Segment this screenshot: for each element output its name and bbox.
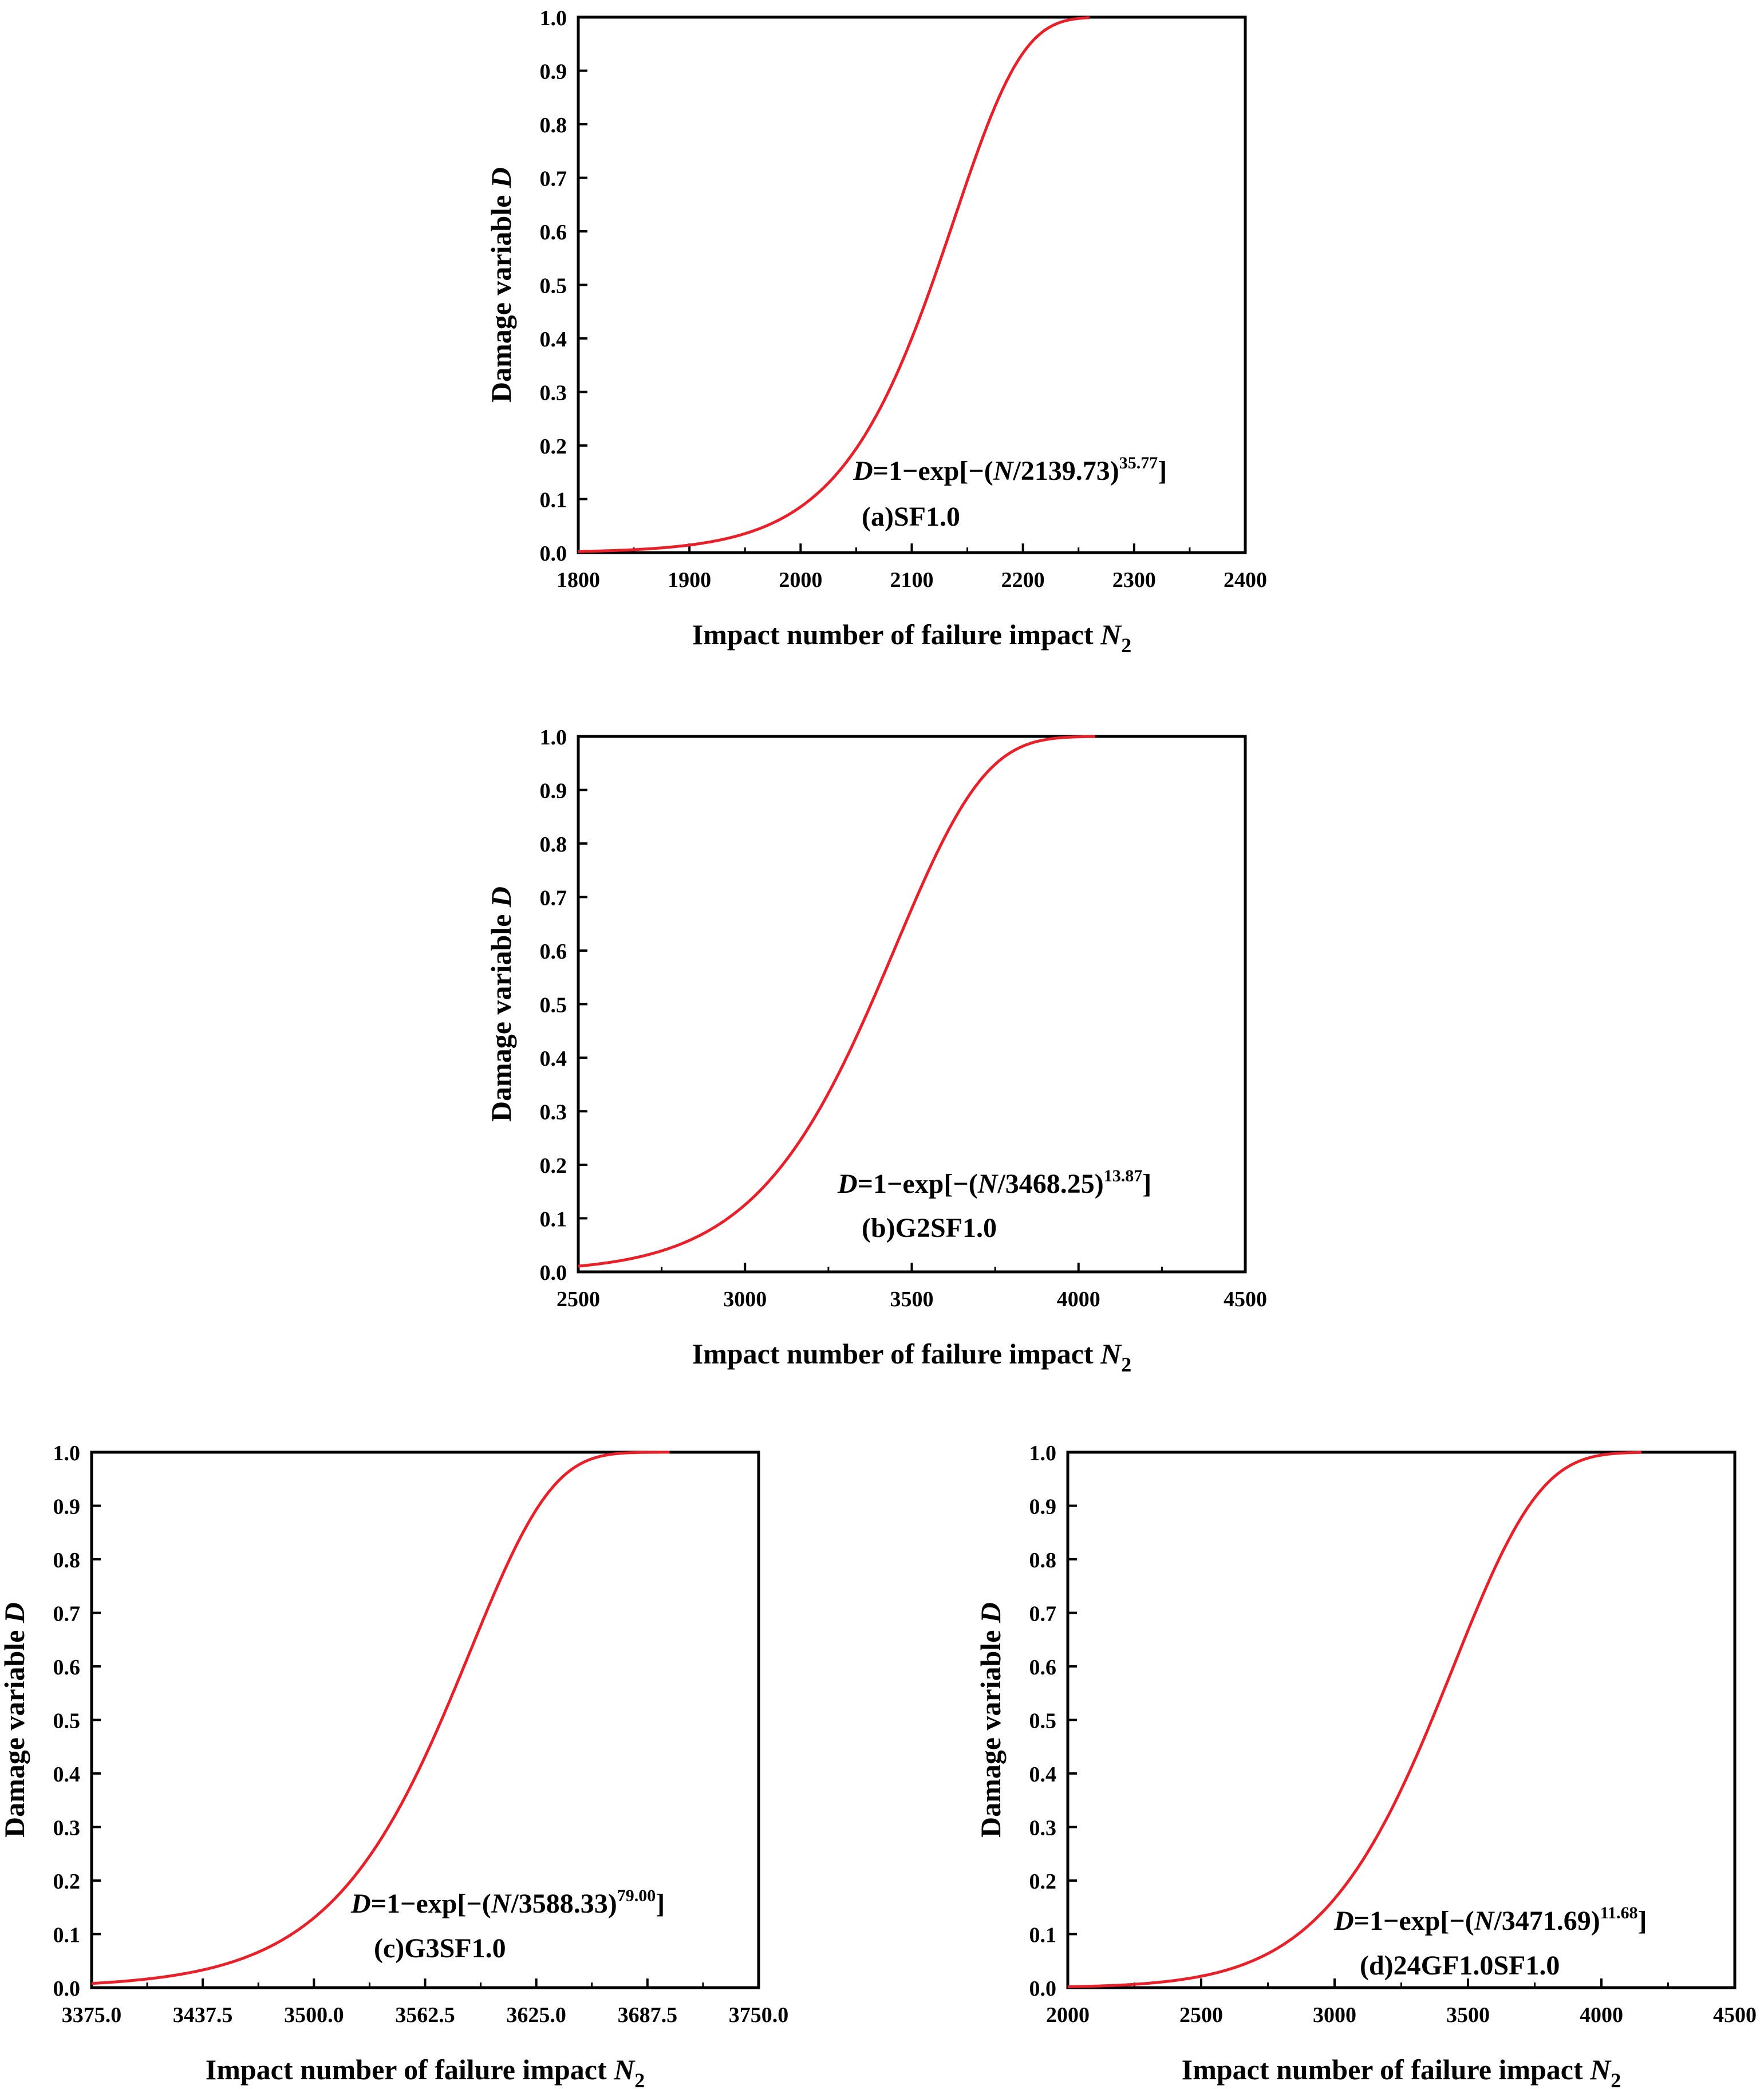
y-tick-label: 0.1	[540, 488, 567, 513]
y-tick-label: 1.0	[53, 1441, 81, 1465]
y-tick-label: 0.0	[53, 1977, 81, 2001]
x-tick-label: 2500	[1179, 2003, 1223, 2027]
y-tick-label: 0.1	[1029, 1924, 1057, 1948]
x-tick-label: 2400	[1224, 568, 1267, 592]
y-tick-label: 0.5	[1029, 1709, 1057, 1733]
y-tick-label: 0.2	[540, 1154, 567, 1178]
x-tick-label: 3687.5	[618, 2003, 678, 2027]
y-axis-title: Damage variable D	[0, 1602, 30, 1838]
y-tick-label: 0.7	[540, 886, 567, 911]
y-tick-label: 1.0	[540, 6, 567, 30]
y-tick-label: 0.6	[1029, 1656, 1057, 1680]
y-tick-label: 0.7	[540, 167, 567, 191]
panel-label: (b)G2SF1.0	[862, 1213, 997, 1243]
chart-panel-1: 2500 3000 3500 4000 4500 0.0 0.1 0.2 0.3 0.4 0.5 0.…	[485, 726, 1267, 1376]
chart-panel-0: 1800 1900 2000 2100 2200 2300 2400 0.0 0.1 0.2 0.3…	[485, 6, 1267, 657]
equation-annotation: D=1−exp[−(N/3588.33)79.00]	[350, 1886, 665, 1919]
panel-label: (a)SF1.0	[862, 502, 960, 532]
y-tick-label: 0.5	[53, 1709, 81, 1733]
x-tick-label: 3437.5	[173, 2003, 233, 2027]
y-tick-label: 0.9	[540, 779, 567, 803]
x-tick-label: 3625.0	[506, 2003, 566, 2027]
y-axis-title: Damage variable D	[974, 1602, 1007, 1838]
y-tick-label: 0.2	[540, 435, 567, 459]
equation-annotation: D=1−exp[−(N/2139.73)35.77]	[853, 454, 1167, 486]
x-tick-label: 3000	[723, 1287, 767, 1311]
y-tick-label: 0.0	[540, 542, 567, 566]
y-tick-label: 0.6	[540, 940, 567, 964]
y-tick-label: 0.8	[1029, 1548, 1057, 1572]
y-tick-label: 0.8	[540, 113, 567, 137]
x-axis-title: Impact number of failure impact N2	[692, 1338, 1132, 1376]
x-axis-title: Impact number of failure impact N2	[692, 618, 1132, 657]
x-tick-label: 4500	[1713, 2003, 1757, 2027]
y-tick-label: 0.5	[540, 994, 567, 1018]
x-tick-label: 2100	[890, 568, 934, 592]
y-tick-label: 0.9	[540, 60, 567, 84]
x-tick-label: 3500	[1446, 2003, 1490, 2027]
y-tick-label: 0.4	[1029, 1763, 1057, 1787]
y-tick-label: 0.3	[540, 1101, 567, 1125]
series-line	[578, 735, 1096, 1268]
x-tick-label: 3000	[1313, 2003, 1356, 2027]
x-tick-label: 2300	[1112, 568, 1156, 592]
chart-panel-2: 3375.0 3437.5 3500.0 3562.5 3625.0 3687.5 3750…	[0, 1441, 788, 2089]
y-tick-label: 0.2	[53, 1870, 81, 1894]
x-tick-label: 2000	[779, 568, 822, 592]
y-tick-label: 0.3	[53, 1816, 81, 1840]
y-tick-label: 0.8	[540, 833, 567, 857]
y-tick-label: 0.8	[53, 1548, 81, 1572]
x-tick-label: 2000	[1046, 2003, 1090, 2027]
x-axis-title: Impact number of failure impact N2	[206, 2053, 645, 2089]
y-tick-label: 0.4	[540, 328, 567, 352]
x-tick-label: 2500	[557, 1287, 600, 1311]
series-line	[1068, 1451, 1641, 1988]
y-tick-label: 1.0	[540, 726, 567, 750]
y-tick-label: 0.1	[53, 1924, 81, 1948]
chart-panel-3: 2000 2500 3000 3500 4000 4500 0.0 0.1 0.2 0.3 0.4 0…	[974, 1441, 1757, 2089]
y-tick-label: 0.4	[540, 1047, 567, 1071]
x-tick-label: 4500	[1224, 1287, 1267, 1311]
x-tick-label: 3500	[890, 1287, 934, 1311]
y-tick-label: 0.7	[1029, 1602, 1057, 1626]
y-tick-label: 0.9	[53, 1495, 81, 1519]
x-tick-label: 4000	[1580, 2003, 1623, 2027]
x-tick-label: 3562.5	[395, 2003, 455, 2027]
series-line	[91, 1451, 670, 1985]
y-tick-label: 0.6	[53, 1656, 81, 1680]
x-tick-label: 1800	[557, 568, 600, 592]
y-tick-label: 0.0	[540, 1261, 567, 1285]
x-tick-label: 3750.0	[729, 2003, 789, 2027]
equation-annotation: D=1−exp[−(N/3471.69)11.68]	[1333, 1903, 1647, 1936]
y-tick-label: 1.0	[1029, 1441, 1057, 1465]
y-axis-title: Damage variable D	[485, 167, 517, 403]
y-tick-label: 0.0	[1029, 1977, 1057, 2001]
y-tick-label: 0.7	[53, 1602, 81, 1626]
x-tick-label: 1900	[668, 568, 711, 592]
y-tick-label: 0.4	[53, 1763, 81, 1787]
x-tick-label: 4000	[1057, 1287, 1100, 1311]
x-axis-title: Impact number of failure impact N2	[1182, 2053, 1621, 2089]
x-tick-label: 3375.0	[62, 2003, 122, 2027]
y-tick-label: 0.2	[1029, 1870, 1057, 1894]
equation-annotation: D=1−exp[−(N/3468.25)13.87]	[837, 1166, 1151, 1199]
y-tick-label: 0.6	[540, 220, 567, 245]
x-tick-label: 2200	[1001, 568, 1045, 592]
y-tick-label: 0.1	[540, 1208, 567, 1232]
panel-label: (d)24GF1.0SF1.0	[1360, 1950, 1560, 1981]
y-tick-label: 0.5	[540, 274, 567, 298]
y-axis-title: Damage variable D	[485, 886, 517, 1122]
y-tick-label: 0.3	[540, 381, 567, 405]
series-line	[578, 16, 1090, 553]
panel-label: (c)G3SF1.0	[374, 1933, 506, 1964]
y-tick-label: 0.3	[1029, 1816, 1057, 1840]
x-tick-label: 3500.0	[284, 2003, 344, 2027]
y-tick-label: 0.9	[1029, 1495, 1057, 1519]
